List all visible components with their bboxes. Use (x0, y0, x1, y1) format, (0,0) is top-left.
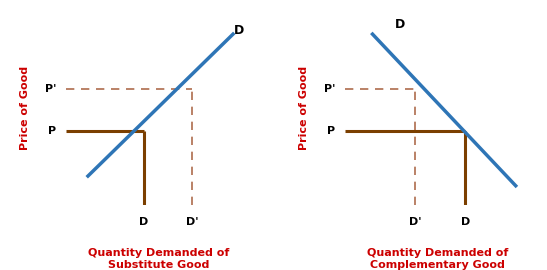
Text: Quantity Demanded of
Substitute Good: Quantity Demanded of Substitute Good (88, 248, 229, 269)
Text: Price of Good: Price of Good (299, 66, 309, 150)
Text: P': P' (324, 83, 335, 94)
Text: Quantity Demanded of
Complementary Good: Quantity Demanded of Complementary Good (367, 248, 508, 269)
Text: P': P' (45, 83, 56, 94)
Text: D: D (461, 217, 470, 227)
Text: P: P (48, 126, 56, 136)
Text: P: P (327, 126, 335, 136)
Text: Price of Good: Price of Good (20, 66, 30, 150)
Text: D: D (234, 24, 244, 37)
Text: D': D' (409, 217, 422, 227)
Text: D': D' (186, 217, 199, 227)
Text: D: D (139, 217, 148, 227)
Text: D: D (395, 18, 405, 31)
